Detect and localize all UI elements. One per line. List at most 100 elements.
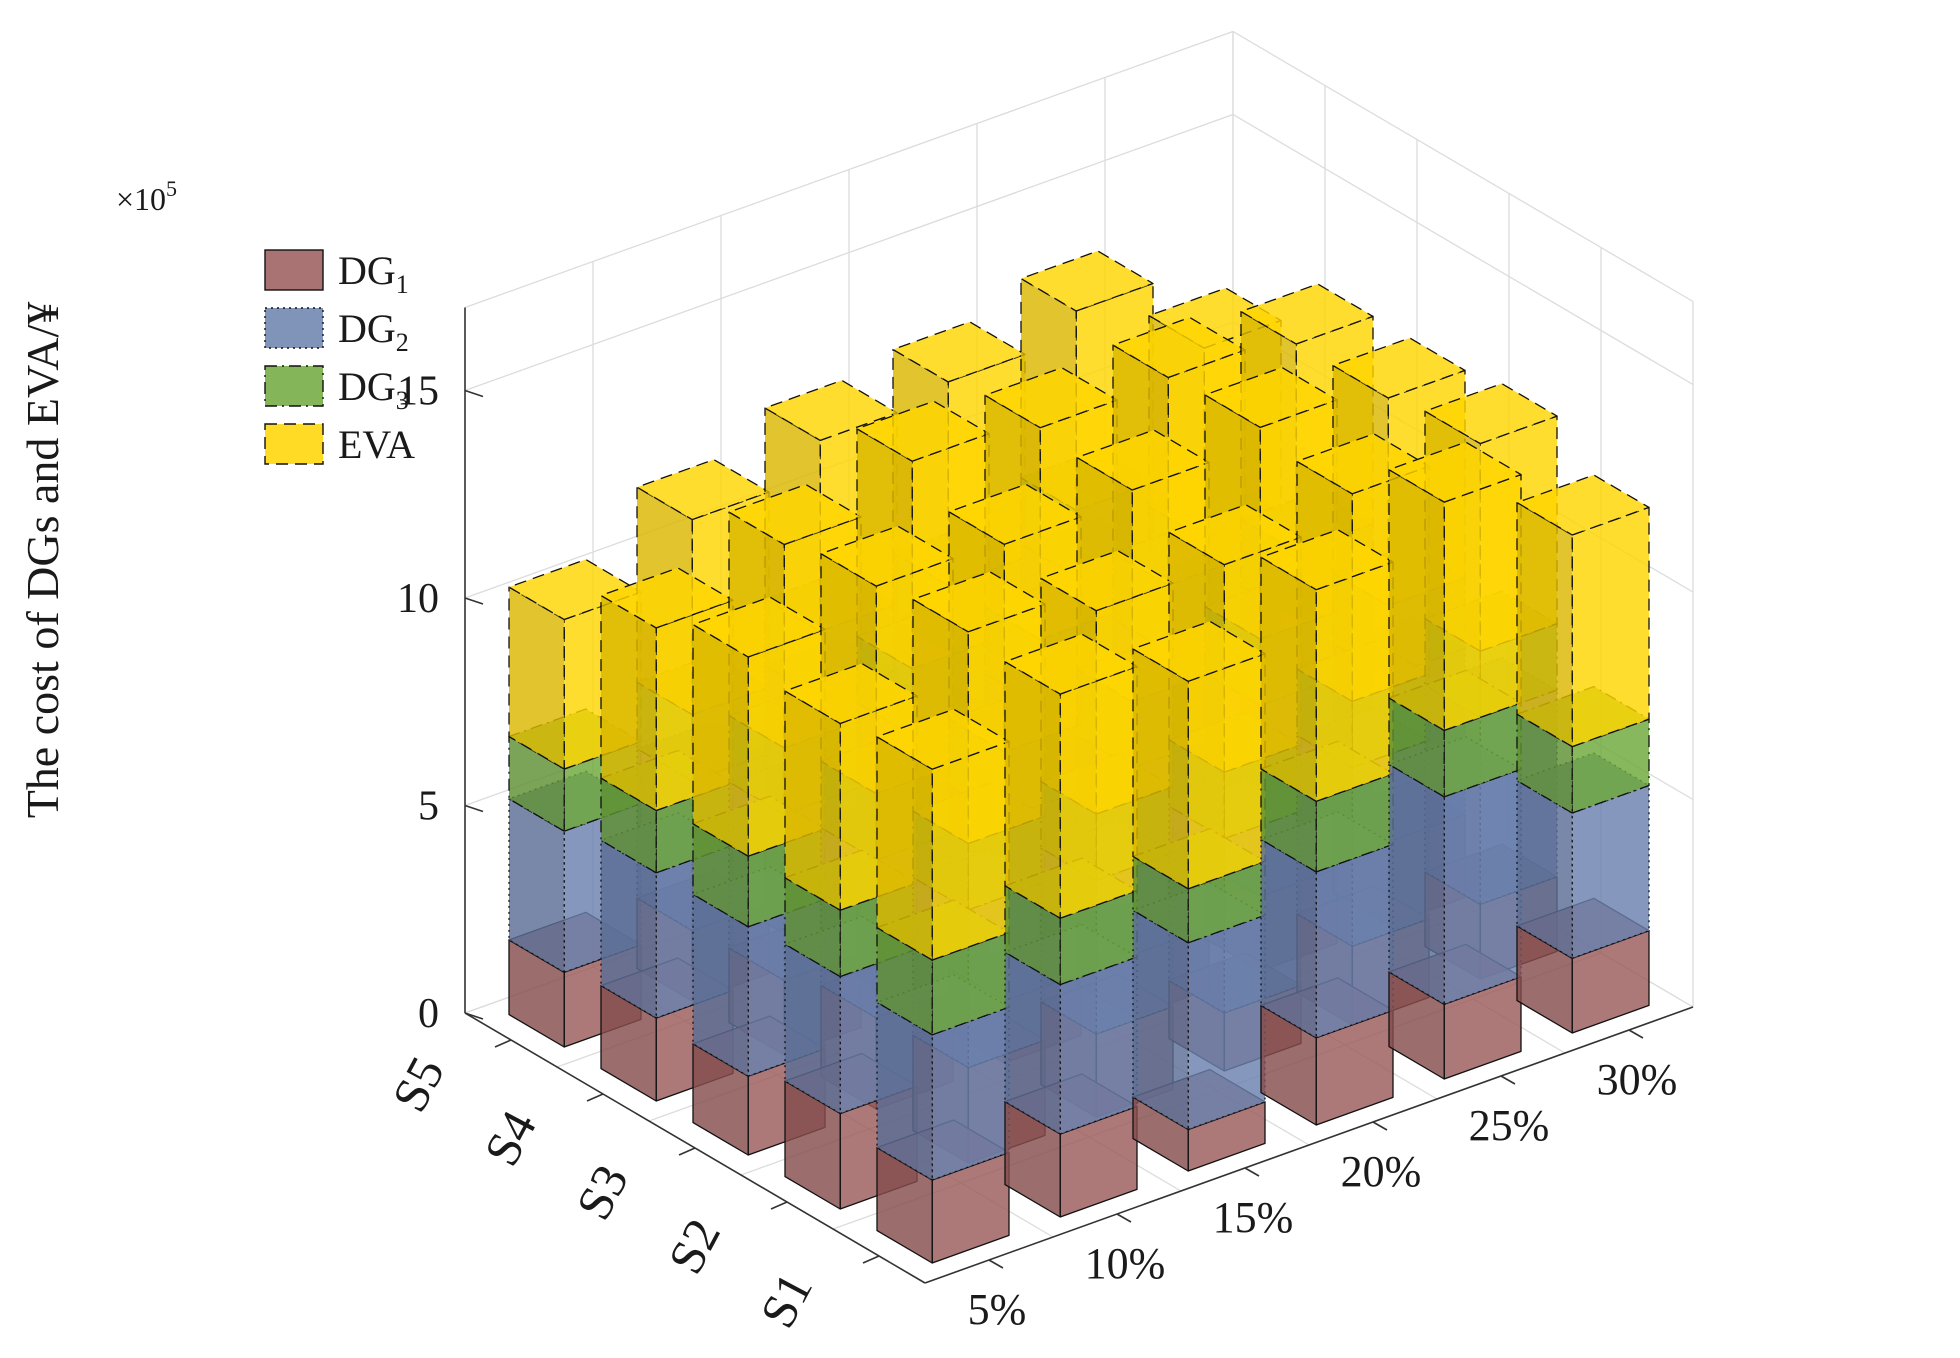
- bar-face-front: [1443, 768, 1522, 1005]
- bar-face-left: [784, 690, 841, 911]
- bar-face-top: [784, 662, 918, 725]
- bar-face-front: [931, 1006, 1010, 1181]
- column-tick: [1500, 1075, 1516, 1085]
- bar-face-left: [876, 1001, 933, 1181]
- bar-face-left: [1004, 951, 1061, 1135]
- bar-stack: [876, 708, 1010, 1264]
- scale-factor-exponent: 5: [166, 176, 177, 201]
- bar-face-top: [1296, 433, 1430, 495]
- row-tick: [678, 1147, 696, 1156]
- legend-label: EVA: [338, 422, 415, 467]
- legend-item: DG3: [264, 364, 409, 415]
- legend-swatch: [264, 249, 324, 291]
- row-tick-label: S4: [473, 1102, 547, 1175]
- legend-label-sub: 3: [396, 386, 409, 415]
- bar-face-left: [1132, 855, 1189, 944]
- column-tick: [1372, 1121, 1388, 1131]
- bar-face-top: [508, 558, 642, 621]
- bar-face-top: [600, 567, 734, 629]
- bar-face-top: [892, 321, 1026, 383]
- bar-face-front: [1187, 653, 1266, 890]
- legend-label: DG2: [338, 306, 409, 357]
- bar-stack: [1516, 474, 1650, 1034]
- bar-face-top: [1168, 504, 1302, 566]
- bar-face-left: [1132, 648, 1189, 890]
- column-tick: [988, 1259, 1004, 1269]
- bar-face-top: [1112, 316, 1246, 379]
- row-tick: [862, 1255, 880, 1264]
- column-tick-label: 10%: [1085, 1239, 1166, 1288]
- column-tick: [1116, 1213, 1132, 1223]
- svg-text:×105: ×105: [116, 176, 177, 217]
- bar-face-top: [1332, 337, 1466, 399]
- bar-face-left: [1388, 763, 1445, 1005]
- bar-face-left: [692, 623, 749, 857]
- z-tick: [464, 389, 484, 398]
- bar-face-front: [1571, 506, 1650, 748]
- row-tick-label: S3: [565, 1156, 639, 1229]
- bar-face-top: [1132, 620, 1266, 682]
- bar-face-top: [1020, 250, 1154, 312]
- bar-face-top: [636, 458, 770, 521]
- bar-segment: [1132, 620, 1266, 890]
- bar-face-front: [931, 740, 1010, 961]
- bar-stack: [1260, 529, 1394, 1126]
- column-tick-label: 15%: [1213, 1193, 1294, 1242]
- legend-label-name: DG: [338, 248, 396, 293]
- scale-factor: ×105: [116, 176, 177, 217]
- bar-face-left: [1260, 556, 1317, 802]
- legend-label: DG3: [338, 364, 409, 415]
- bar-face-left: [600, 839, 657, 1019]
- bar-face-left: [876, 736, 933, 961]
- bar-face-top: [912, 571, 1046, 633]
- legend-item: DG2: [264, 306, 409, 357]
- legend-label-name: EVA: [338, 422, 415, 467]
- z-axis-label: The cost of DGs and EVA/¥: [17, 302, 68, 819]
- bar-segment: [1004, 633, 1138, 919]
- bar-face-left: [1516, 501, 1573, 748]
- bar-face-left: [692, 823, 749, 928]
- bar-face-top: [764, 379, 898, 442]
- bar-face-left: [784, 943, 841, 1115]
- z-tick-label: 0: [418, 991, 439, 1037]
- bar-face-top: [1240, 283, 1374, 345]
- bar-face-top: [984, 367, 1118, 429]
- bar-face-top: [856, 400, 990, 462]
- bar-face-front: [1059, 665, 1138, 919]
- row-tick: [494, 1039, 512, 1048]
- z-tick: [464, 804, 484, 813]
- row-tick-label: S5: [381, 1048, 455, 1121]
- bar-face-top: [1204, 366, 1338, 429]
- column-tick-label: 30%: [1597, 1055, 1678, 1104]
- bar-face-front: [1315, 843, 1394, 1039]
- bar-face-front: [931, 931, 1010, 1036]
- bar-stack: [1132, 620, 1266, 1172]
- bar-stack: [1388, 441, 1522, 1080]
- bar-face-left: [1260, 768, 1317, 873]
- row-tick: [586, 1093, 604, 1102]
- bar-face-left: [1516, 779, 1573, 959]
- legend-label-sub: 1: [396, 270, 409, 299]
- bar-face-top: [1260, 529, 1394, 591]
- bar-face-front: [1059, 956, 1138, 1135]
- back-wall-top: [464, 30, 1694, 309]
- column-tick-label: 5%: [968, 1285, 1027, 1334]
- bar-face-front: [1187, 914, 1266, 1131]
- bar-face-left: [1260, 838, 1317, 1039]
- row-tick: [770, 1201, 788, 1210]
- bar-face-top: [948, 483, 1082, 545]
- bar-face-top: [1004, 633, 1138, 695]
- bar-face-front: [1187, 860, 1266, 944]
- column-tick-label: 20%: [1341, 1147, 1422, 1196]
- legend-item: DG1: [264, 248, 409, 299]
- scale-factor-base: ×10: [116, 181, 166, 217]
- column-axis-line: [924, 1006, 1694, 1284]
- row-tick-label: S2: [657, 1210, 731, 1283]
- bar-segment: [1260, 529, 1394, 802]
- legend-item: EVA: [264, 422, 415, 467]
- bar-face-left: [692, 893, 749, 1077]
- legend-swatch: [264, 307, 324, 349]
- bar-face-top: [1040, 550, 1174, 612]
